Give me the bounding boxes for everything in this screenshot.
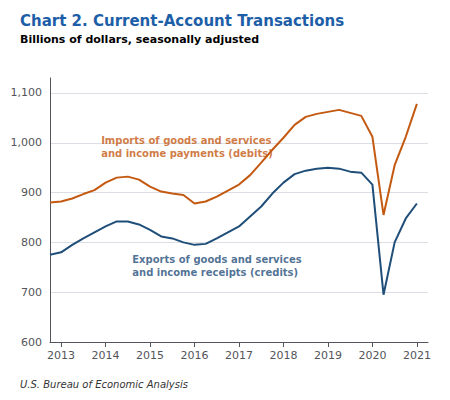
svg-text:600: 600 <box>21 336 42 349</box>
svg-text:Chart 2. Current-Account Trans: Chart 2. Current-Account Transactions <box>20 12 344 30</box>
svg-text:Exports of goods and services: Exports of goods and services <box>132 254 301 265</box>
svg-text:1,000: 1,000 <box>11 136 43 149</box>
svg-text:1,100: 1,100 <box>11 86 43 99</box>
svg-text:2017: 2017 <box>225 349 253 362</box>
svg-text:2016: 2016 <box>181 349 209 362</box>
svg-text:800: 800 <box>21 236 42 249</box>
svg-text:and income receipts (credits): and income receipts (credits) <box>132 267 298 278</box>
svg-text:2014: 2014 <box>92 349 120 362</box>
svg-text:2013: 2013 <box>47 349 75 362</box>
svg-text:and income payments (debits): and income payments (debits) <box>101 148 273 159</box>
svg-text:900: 900 <box>21 186 42 199</box>
svg-text:U.S. Bureau of Economic Analys: U.S. Bureau of Economic Analysis <box>20 379 188 390</box>
svg-text:Imports of goods and services: Imports of goods and services <box>101 135 271 146</box>
svg-text:2020: 2020 <box>358 349 386 362</box>
svg-text:2021: 2021 <box>403 349 431 362</box>
svg-text:2019: 2019 <box>314 349 342 362</box>
svg-text:700: 700 <box>21 286 42 299</box>
svg-text:2015: 2015 <box>136 349 164 362</box>
svg-text:2018: 2018 <box>269 349 297 362</box>
svg-text:Billions of dollars, seasonall: Billions of dollars, seasonally adjusted <box>20 33 259 46</box>
